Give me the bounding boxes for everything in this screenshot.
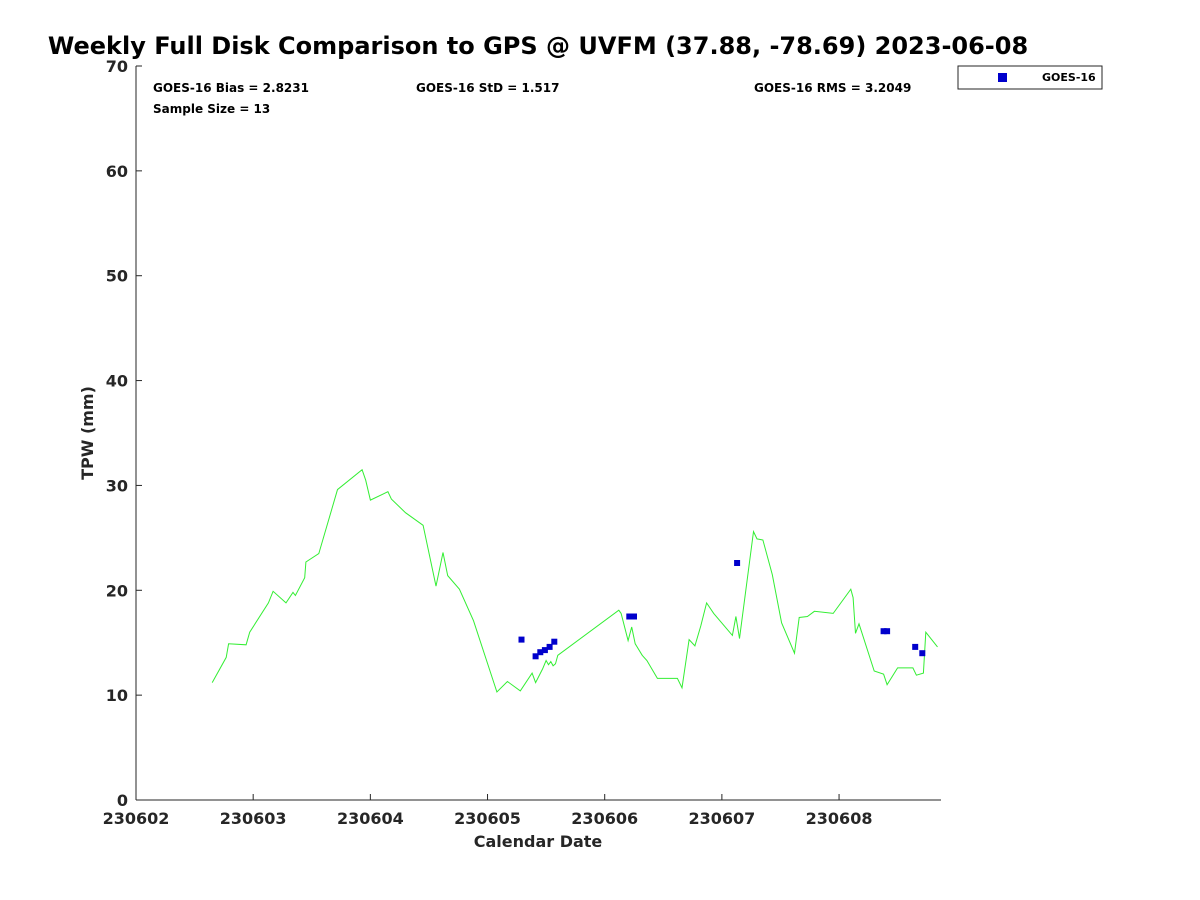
chart-title: Weekly Full Disk Comparison to GPS @ UVF…	[48, 32, 1028, 60]
y-tick-label: 10	[106, 686, 128, 705]
plot-area	[135, 66, 941, 801]
x-tick-label: 230606	[571, 809, 638, 828]
y-tick-label: 0	[117, 791, 128, 810]
y-tick-label: 70	[106, 57, 128, 76]
goes-16-point	[912, 643, 919, 650]
goes-16-point	[551, 638, 558, 645]
legend-label-goes-16: GOES-16	[1042, 71, 1096, 84]
goes-16-point	[631, 613, 637, 620]
series-line	[211, 468, 938, 693]
x-ticks: 230602 230603 230604 230605 230606 230607 2306…	[103, 794, 873, 828]
y-tick-label: 30	[106, 476, 128, 495]
goes-16-point	[734, 560, 741, 566]
legend: GOES-16	[957, 65, 1103, 90]
goes-16-points	[518, 560, 926, 660]
goes-16-point	[884, 628, 891, 635]
y-axis-label: TPW (mm)	[78, 386, 97, 480]
x-tick-label: 230602	[103, 809, 170, 828]
x-tick-label: 230603	[220, 809, 287, 828]
rms-stat: GOES-16 RMS = 3.2049	[754, 81, 911, 95]
y-ticks: 0 10 20 30 40 50 60 70	[106, 57, 142, 810]
legend-marker-goes-16	[998, 73, 1007, 82]
x-tick-label: 230608	[806, 809, 873, 828]
y-tick-label: 20	[106, 581, 128, 600]
goes-16-point	[518, 636, 525, 643]
goes-16-point	[546, 643, 553, 650]
goes-16-point	[880, 628, 887, 635]
x-tick-label: 230607	[688, 809, 755, 828]
y-tick-label: 50	[106, 267, 128, 286]
y-tick-label: 40	[106, 372, 128, 391]
x-tick-label: 230605	[454, 809, 521, 828]
goes-16-point	[537, 649, 544, 656]
std-stat: GOES-16 StD = 1.517	[416, 81, 559, 95]
legend-box	[957, 65, 1103, 90]
goes-16-point	[541, 647, 548, 654]
bias-stat: GOES-16 Bias = 2.8231	[153, 81, 309, 95]
goes-16-point	[626, 613, 633, 620]
y-tick-label: 60	[106, 162, 128, 181]
sample-size-stat: Sample Size = 13	[153, 102, 270, 116]
x-tick-label: 230604	[337, 809, 404, 828]
goes-16-point	[919, 650, 926, 657]
x-axis-label: Calendar Date	[474, 832, 603, 851]
goes-16-point	[532, 653, 539, 660]
